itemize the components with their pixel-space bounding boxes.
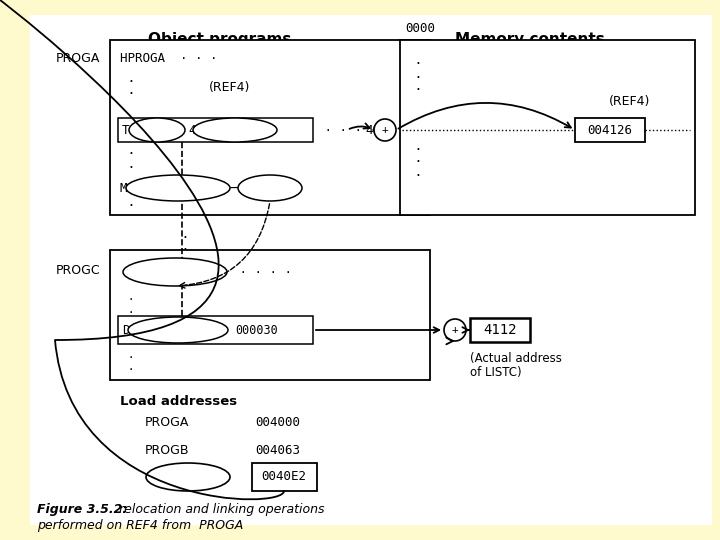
Text: Load addresses: Load addresses xyxy=(120,395,237,408)
Text: D: D xyxy=(122,323,130,336)
Text: ·: · xyxy=(415,57,420,72)
Text: ·: · xyxy=(183,231,187,246)
Text: LISTC: LISTC xyxy=(160,323,196,336)
Bar xyxy=(118,118,313,142)
Text: ·: · xyxy=(128,187,133,202)
Text: 4: 4 xyxy=(188,124,196,137)
Text: Memory contents: Memory contents xyxy=(455,32,605,47)
Text: (REF4): (REF4) xyxy=(210,82,251,94)
Text: PROGA: PROGA xyxy=(145,416,189,429)
Text: ·: · xyxy=(128,75,133,90)
Text: 000030: 000030 xyxy=(235,323,278,336)
Bar xyxy=(110,250,430,380)
Bar xyxy=(118,316,313,344)
Text: 4112: 4112 xyxy=(483,323,517,337)
Text: HPROGA  · · ·: HPROGA · · · xyxy=(120,51,217,64)
Circle shape xyxy=(374,119,396,141)
Text: ·: · xyxy=(128,87,133,103)
Text: ·: · xyxy=(128,147,133,163)
Text: M: M xyxy=(120,181,127,194)
Text: PROGC: PROGC xyxy=(55,264,100,276)
Ellipse shape xyxy=(129,118,185,142)
Text: 004063: 004063 xyxy=(255,443,300,456)
Ellipse shape xyxy=(128,317,228,343)
Text: ·: · xyxy=(415,156,420,171)
Text: performed on REF4 from  PROGA: performed on REF4 from PROGA xyxy=(37,518,243,531)
Bar xyxy=(575,118,645,142)
Text: · · · ·: · · · · xyxy=(232,266,292,279)
Text: 004000: 004000 xyxy=(255,416,300,429)
Text: T: T xyxy=(122,124,130,137)
Text: (Actual address: (Actual address xyxy=(470,352,562,365)
Text: · · · ·: · · · · xyxy=(317,124,377,137)
Text: ·: · xyxy=(128,363,132,377)
Ellipse shape xyxy=(238,175,302,201)
Text: +: + xyxy=(382,125,388,135)
Text: 004126: 004126 xyxy=(588,124,632,137)
Text: ·: · xyxy=(415,71,420,85)
Bar xyxy=(400,40,695,215)
Text: LISTC: LISTC xyxy=(252,181,288,194)
Text: Figure 3.5.2:: Figure 3.5.2: xyxy=(37,503,127,516)
Text: PROGA: PROGA xyxy=(55,51,100,64)
Text: HPROGC: HPROGC xyxy=(153,266,197,279)
Text: ·: · xyxy=(128,199,133,214)
Ellipse shape xyxy=(126,175,230,201)
FancyArrowPatch shape xyxy=(55,340,453,500)
Text: ·: · xyxy=(128,306,132,320)
Circle shape xyxy=(444,319,466,341)
Text: 4050: 4050 xyxy=(365,124,395,137)
Text: ·: · xyxy=(415,84,420,98)
Text: (REF4): (REF4) xyxy=(609,96,651,109)
Text: 00005: 00005 xyxy=(140,125,174,135)
Text: 00005406: 00005406 xyxy=(151,183,205,193)
Text: ·: · xyxy=(128,351,132,365)
Text: ·: · xyxy=(415,143,420,158)
Text: ·: · xyxy=(128,160,133,176)
Text: ·: · xyxy=(183,254,187,269)
Text: PROGC: PROGC xyxy=(166,470,210,483)
Text: of LISTC): of LISTC) xyxy=(470,366,521,379)
Text: ·: · xyxy=(415,168,420,184)
Text: 0040E2: 0040E2 xyxy=(261,470,307,483)
Text: 0000: 0000 xyxy=(405,22,435,35)
Ellipse shape xyxy=(123,258,227,286)
Bar xyxy=(252,463,317,491)
Text: ·: · xyxy=(128,293,132,307)
Text: ·: · xyxy=(183,242,187,258)
Bar xyxy=(110,40,430,215)
Ellipse shape xyxy=(193,118,277,142)
Text: relocation and linking operations: relocation and linking operations xyxy=(115,503,325,516)
Text: Object programs: Object programs xyxy=(148,32,292,47)
Text: PROGB: PROGB xyxy=(145,443,189,456)
Text: −: − xyxy=(228,181,240,195)
Text: +: + xyxy=(451,325,459,335)
Bar xyxy=(470,318,530,342)
Ellipse shape xyxy=(146,463,230,491)
Text: 0F000014: 0F000014 xyxy=(208,125,262,135)
